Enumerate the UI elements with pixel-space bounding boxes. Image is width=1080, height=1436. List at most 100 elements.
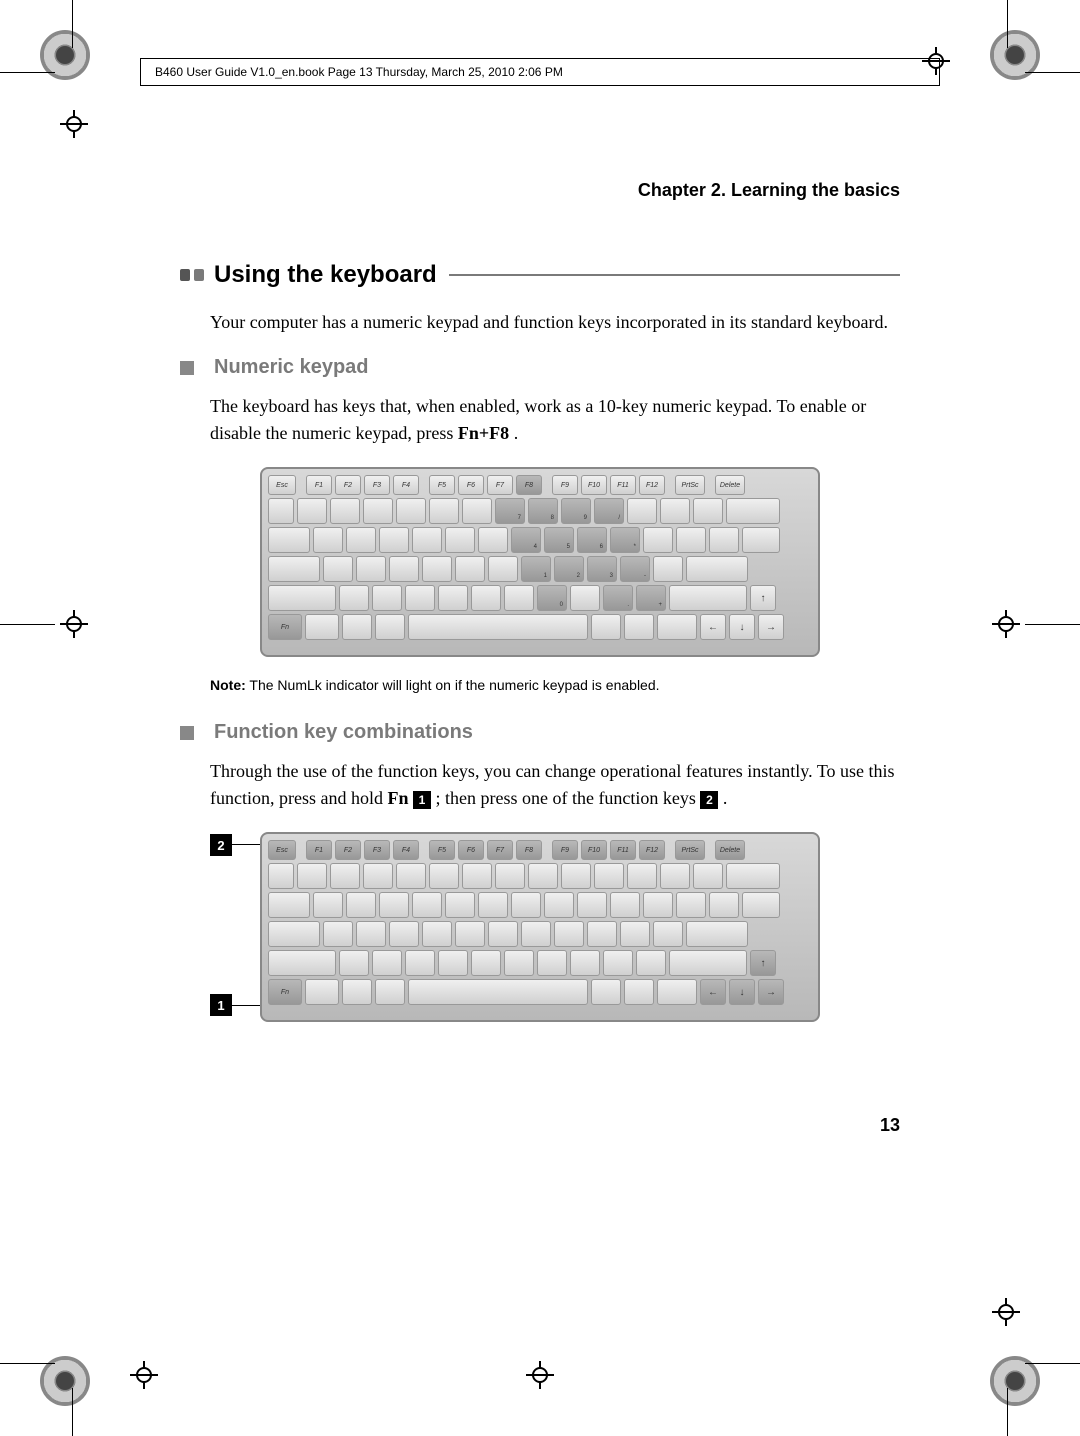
key-f6: F6 — [458, 840, 484, 860]
kb1-row6: Fn ← ↓ → — [268, 614, 812, 640]
key — [389, 921, 419, 947]
key-shift-r — [669, 950, 747, 976]
chapter-header: Chapter 2. Learning the basics — [180, 180, 900, 201]
key-caps — [268, 921, 320, 947]
key-fn: Fn — [268, 979, 302, 1005]
key — [389, 556, 419, 582]
callout-box-1: 1 — [210, 994, 232, 1016]
key-numdiv: / — [594, 498, 624, 524]
key — [471, 585, 501, 611]
crop-line — [1007, 0, 1008, 48]
key-f5: F5 — [429, 840, 455, 860]
key-num8: 8 — [528, 498, 558, 524]
callout-box-2: 2 — [210, 834, 232, 856]
key — [742, 527, 780, 553]
keyboard1-wrap: Esc F1 F2 F3 F4 F5 F6 F7 F8 F9 F10 F11 F… — [180, 467, 900, 657]
crop-line — [1007, 1388, 1008, 1436]
crop-line — [0, 72, 55, 73]
key-shift-r — [669, 585, 747, 611]
key — [624, 614, 654, 640]
key-num3: 3 — [587, 556, 617, 582]
key — [577, 892, 607, 918]
crop-line — [0, 1363, 55, 1364]
kb2-row4 — [268, 921, 812, 947]
key-shift-l — [268, 950, 336, 976]
kb1-row1: Esc F1 F2 F3 F4 F5 F6 F7 F8 F9 F10 F11 F… — [268, 475, 812, 495]
key — [363, 498, 393, 524]
key — [693, 863, 723, 889]
kb1-row5: 0 . + ↑ — [268, 585, 812, 611]
key-delete: Delete — [715, 840, 745, 860]
key-f9: F9 — [552, 475, 578, 495]
key — [488, 556, 518, 582]
key — [709, 892, 739, 918]
key — [429, 498, 459, 524]
subsection2-title: Function key combinations — [214, 721, 473, 744]
square-bullet-icon — [180, 726, 194, 740]
key — [627, 863, 657, 889]
key-enter — [686, 921, 748, 947]
key — [587, 921, 617, 947]
key-f10: F10 — [581, 475, 607, 495]
key-shift-l — [268, 585, 336, 611]
key-f7: F7 — [487, 840, 513, 860]
key — [478, 892, 508, 918]
subsection2-text: Through the use of the function keys, yo… — [210, 758, 900, 812]
key-f9: F9 — [552, 840, 578, 860]
crop-side-bl — [130, 1361, 158, 1389]
key — [339, 950, 369, 976]
key-prtsc: PrtSc — [675, 840, 705, 860]
key-enter — [686, 556, 748, 582]
sub1-text-before: The keyboard has keys that, when enabled… — [210, 396, 866, 443]
sub1-keycombo: Fn+F8 — [458, 423, 509, 443]
crop-line — [1025, 624, 1080, 625]
key-fn: Fn — [268, 614, 302, 640]
key — [342, 979, 372, 1005]
key-arrow-down: ↓ — [729, 979, 755, 1005]
key — [396, 863, 426, 889]
key-esc: Esc — [268, 840, 296, 860]
sub1-text-after: . — [509, 423, 518, 443]
callout-1-inline: 1 — [413, 791, 431, 809]
keyboard1: Esc F1 F2 F3 F4 F5 F6 F7 F8 F9 F10 F11 F… — [260, 467, 820, 657]
key — [620, 921, 650, 947]
key-f12: F12 — [639, 840, 665, 860]
key-f2: F2 — [335, 840, 361, 860]
key-numadd: + — [636, 585, 666, 611]
key-arrow-right: → — [758, 979, 784, 1005]
sub2-text3: . — [718, 788, 727, 808]
key-f5: F5 — [429, 475, 455, 495]
note-body: The NumLk indicator will light on if the… — [246, 677, 660, 693]
key — [554, 921, 584, 947]
crop-line — [72, 1388, 73, 1436]
kb1-row2: 7 8 9 / — [268, 498, 812, 524]
key — [313, 892, 343, 918]
key-arrow-down: ↓ — [729, 614, 755, 640]
key — [742, 892, 780, 918]
key-backspace — [726, 498, 780, 524]
key — [445, 892, 475, 918]
page-number: 13 — [880, 1115, 900, 1136]
key — [676, 892, 706, 918]
crop-side-tl — [60, 110, 88, 138]
kb2-row1: Esc F1 F2 F3 F4 F5 F6 F7 F8 F9 F10 F11 F… — [268, 840, 812, 860]
key-f4: F4 — [393, 840, 419, 860]
key-arrow-left: ← — [700, 979, 726, 1005]
key — [561, 863, 591, 889]
key — [676, 527, 706, 553]
key-arrow-up: ↑ — [750, 950, 776, 976]
key — [297, 498, 327, 524]
key — [313, 527, 343, 553]
key — [570, 585, 600, 611]
key-f6: F6 — [458, 475, 484, 495]
kb1-row3: 4 5 6 * — [268, 527, 812, 553]
kb1-row4: 1 2 3 - — [268, 556, 812, 582]
key — [462, 863, 492, 889]
kb2-row3 — [268, 892, 812, 918]
key — [657, 979, 697, 1005]
key-f1: F1 — [306, 475, 332, 495]
key — [438, 585, 468, 611]
subsection1-title: Numeric keypad — [214, 356, 369, 379]
key — [412, 527, 442, 553]
key — [544, 892, 574, 918]
